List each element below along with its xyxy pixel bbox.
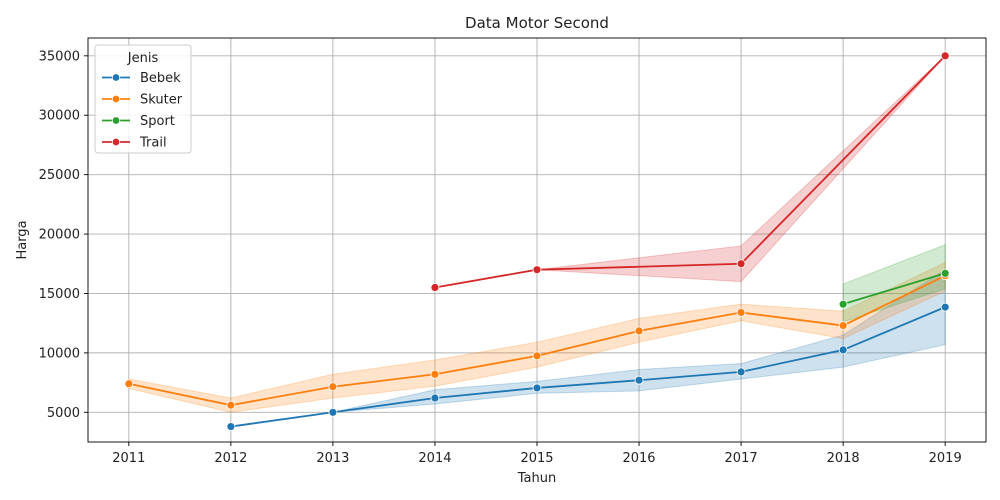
legend-title: Jenis bbox=[127, 51, 159, 66]
data-point-skuter bbox=[226, 400, 236, 410]
data-point-skuter bbox=[838, 321, 848, 330]
chart-title: Data Motor Second bbox=[465, 14, 609, 32]
legend-label-trail: Trail bbox=[139, 136, 167, 151]
data-point-skuter bbox=[736, 308, 746, 317]
axis-ticks: 2011 2012 2013 2014 2015 2016 2017 2018 2019 5000… bbox=[39, 49, 962, 466]
legend-marker-trail bbox=[111, 137, 121, 147]
legend-box bbox=[94, 44, 192, 154]
x-tick-label: 2011 bbox=[112, 451, 145, 466]
x-tick-label: 2012 bbox=[214, 451, 247, 466]
data-point-bebek bbox=[226, 422, 236, 431]
data-point-skuter bbox=[430, 369, 440, 379]
data-point-trail bbox=[430, 283, 440, 292]
data-point-trail bbox=[532, 265, 542, 275]
data-point-bebek bbox=[430, 393, 440, 403]
y-tick-label: 5000 bbox=[47, 406, 80, 421]
data-point-skuter bbox=[124, 379, 134, 389]
x-tick-label: 2017 bbox=[725, 451, 758, 466]
legend-label-sport: Sport bbox=[140, 114, 175, 129]
grid bbox=[88, 38, 986, 442]
legend-marker-skuter bbox=[111, 94, 121, 104]
series-line-bebek bbox=[230, 306, 946, 428]
y-tick-label: 10000 bbox=[39, 346, 80, 361]
y-tick-label: 25000 bbox=[39, 168, 80, 183]
data-point-trail bbox=[736, 259, 746, 269]
data-points bbox=[124, 51, 950, 431]
x-tick-label: 2018 bbox=[827, 451, 860, 466]
y-tick-label: 15000 bbox=[39, 287, 80, 302]
ci-band-skuter bbox=[128, 261, 946, 413]
y-tick-label: 20000 bbox=[39, 228, 80, 243]
x-tick-label: 2019 bbox=[929, 451, 962, 466]
data-point-bebek bbox=[328, 407, 338, 417]
x-axis-label: Tahun bbox=[517, 471, 556, 486]
y-tick-label: 35000 bbox=[39, 49, 80, 64]
data-point-bebek bbox=[634, 375, 644, 385]
y-axis-label: Harga bbox=[15, 220, 30, 259]
x-tick-label: 2015 bbox=[520, 451, 553, 466]
legend: Jenis Bebek Skuter Sport Trail bbox=[94, 44, 192, 154]
series-line-sport bbox=[842, 272, 946, 306]
x-tick-label: 2013 bbox=[316, 451, 349, 466]
series-line-trail bbox=[434, 55, 946, 289]
data-point-bebek bbox=[838, 345, 848, 355]
data-point-skuter bbox=[328, 382, 338, 392]
data-point-bebek bbox=[940, 302, 950, 312]
ci-band-sport bbox=[842, 244, 946, 323]
legend-marker-bebek bbox=[111, 73, 121, 82]
legend-label-skuter: Skuter bbox=[140, 93, 183, 108]
ci-band-trail bbox=[434, 55, 946, 289]
data-point-bebek bbox=[736, 367, 746, 377]
data-point-trail bbox=[940, 51, 950, 61]
legend-label-bebek: Bebek bbox=[140, 71, 181, 86]
data-point-skuter bbox=[634, 326, 644, 336]
data-point-skuter bbox=[532, 351, 542, 361]
x-tick-label: 2014 bbox=[418, 451, 451, 466]
legend-marker-sport bbox=[111, 116, 121, 125]
data-point-sport bbox=[940, 268, 950, 278]
data-point-sport bbox=[838, 299, 848, 309]
x-tick-label: 2016 bbox=[622, 451, 655, 466]
y-tick-label: 30000 bbox=[39, 109, 80, 124]
data-point-bebek bbox=[532, 383, 542, 393]
